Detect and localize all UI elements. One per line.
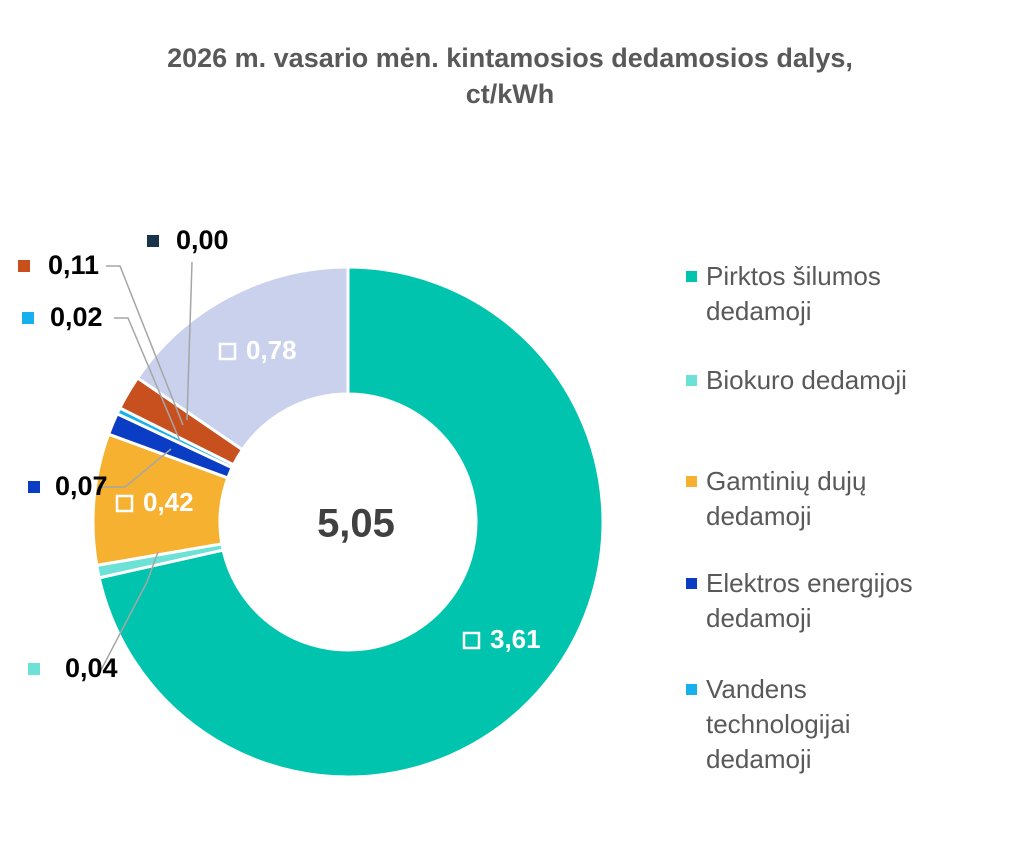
legend-label-line: Gamtinių dujų bbox=[706, 466, 867, 496]
data-label-0-02-marker bbox=[22, 312, 34, 324]
data-label-3-61: 3,61 bbox=[490, 624, 541, 654]
donut-center-total: 5,05 bbox=[317, 502, 395, 546]
legend-label-line: dedamoji bbox=[706, 501, 812, 531]
data-label-0-07-marker bbox=[28, 481, 40, 493]
legend-swatch bbox=[686, 271, 697, 282]
data-label-0-07-leader bbox=[101, 448, 172, 488]
legend-label-line: Elektros energijos bbox=[706, 568, 913, 598]
legend-item-biokuro-dedamoji: Biokuro dedamoji bbox=[686, 363, 1016, 398]
slice-value-0-78 bbox=[136, 265, 350, 452]
legend-label-line: Biokuro dedamoji bbox=[706, 365, 907, 395]
legend-swatch bbox=[686, 578, 697, 589]
data-label-3-61-marker bbox=[462, 631, 481, 650]
data-label-0-04-marker bbox=[28, 663, 40, 675]
data-label-0-11-leader bbox=[106, 265, 184, 426]
legend-label-line: Vandens bbox=[706, 674, 807, 704]
chart-title: 2026 m. vasario mėn. kintamosios dedamos… bbox=[60, 40, 960, 112]
chart-title-line-2: ct/kWh bbox=[465, 79, 555, 109]
data-label-0-02: 0,02 bbox=[50, 302, 103, 332]
data-label-0-04: 0,04 bbox=[65, 653, 118, 683]
legend-item-pirktos-silumos-dedamoji: Pirktos šilumos dedamoji bbox=[686, 259, 1016, 329]
chart-title-line-1: 2026 m. vasario mėn. kintamosios dedamos… bbox=[167, 43, 853, 73]
legend-item-gamtiniu-duju-dedamoji: Gamtinių dujų dedamoji bbox=[686, 464, 1016, 534]
data-label-0-11: 0,11 bbox=[48, 250, 99, 280]
data-label-0-00-leader bbox=[186, 261, 193, 421]
legend-label-line: dedamoji bbox=[706, 603, 812, 633]
data-label-0-04-leader bbox=[99, 551, 159, 673]
data-label-0-11-marker bbox=[18, 260, 30, 272]
data-label-0-00-marker bbox=[147, 235, 159, 247]
legend-label-line: dedamoji bbox=[706, 296, 812, 326]
legend-item-elektros-energijos-dedamoji: Elektros energijos dedamoji bbox=[686, 566, 1016, 636]
legend-label-line: technologijai bbox=[706, 709, 851, 739]
legend-label-line: Pirktos šilumos bbox=[706, 261, 881, 291]
slice-pirktos-silumos-dedamoji bbox=[97, 265, 605, 779]
data-label-0-07: 0,07 bbox=[55, 471, 108, 501]
data-label-0-42-marker bbox=[115, 494, 134, 513]
data-label-0-02-leader bbox=[114, 317, 181, 442]
legend-item-vandens-technologijai-dedamoji: Vandens technologijai dedamoji bbox=[686, 672, 1016, 777]
legend-swatch bbox=[686, 476, 697, 487]
data-label-0-78: 0,78 bbox=[246, 335, 297, 365]
data-label-0-78-marker bbox=[218, 342, 237, 361]
legend-swatch bbox=[686, 375, 697, 386]
legend-label-line: dedamoji bbox=[706, 744, 812, 774]
legend-swatch bbox=[686, 684, 697, 695]
data-label-0-00: 0,00 bbox=[176, 225, 229, 255]
data-label-0-42: 0,42 bbox=[143, 487, 194, 517]
